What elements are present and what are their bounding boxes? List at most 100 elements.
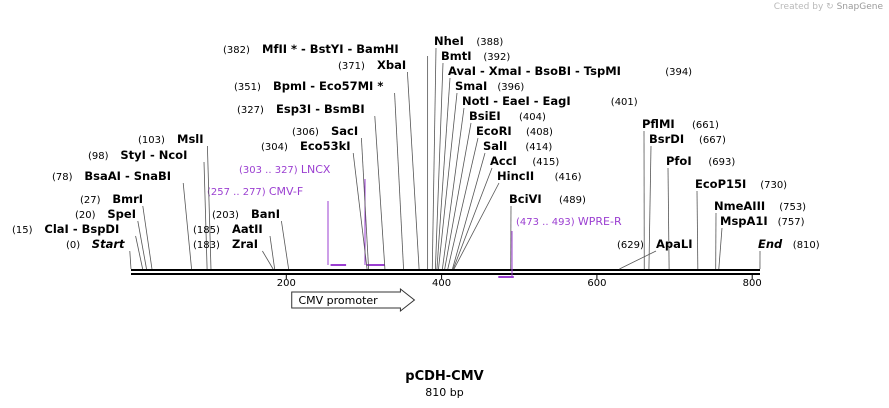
ruler-tick-label: 600 [587,278,606,289]
restriction-site: (98) StyI - NcoI [88,148,208,270]
site-position: (730) [760,180,787,191]
site-label: NmeAIII [714,199,765,213]
site-leader [434,62,444,270]
site-position: (27) [80,195,101,206]
site-position: (414) [525,142,552,153]
restriction-site: (730) EcoP15I [695,177,787,270]
site-leader [447,137,479,270]
site-label: End [758,237,783,251]
snapgene-credit: Created by ↻ SnapGene [774,2,883,12]
site-leader [452,152,486,270]
site-label: MslI [177,132,204,146]
site-leader [203,161,208,270]
restriction-site: (78) BsaAI - SnaBI [52,169,192,270]
site-label: BmtI [441,49,472,63]
plasmid-title: pCDH-CMV [405,369,484,384]
site-label: HincII [497,169,534,183]
restriction-site: (661) PflMI [642,117,719,270]
restriction-site: (103) MslI [138,132,212,270]
site-label: ApaLI [656,237,693,251]
site-label: SpeI [107,207,136,221]
site-position: (185) [193,225,220,236]
site-label: SalI [483,139,507,153]
site-label: AvaI - XmaI - BsoBI - TspMI [448,64,621,78]
primer-range: (303 .. 327) [239,165,301,176]
restriction-site: (0) Start [66,237,132,270]
restriction-site: (394) AvaI - XmaI - BsoBI - TspMI [436,64,692,270]
site-label: EcoRI [476,124,512,138]
site-position: (753) [779,202,806,213]
ruler-tick-label: 200 [277,278,296,289]
restriction-site: (351) BpmI - Eco57MI * [234,79,404,270]
site-leader [135,235,144,270]
site-label: MspA1I [720,214,768,228]
site-label: BanI [251,207,280,221]
restriction-site: (810) End [758,237,820,270]
site-position: (810) [793,240,820,251]
site-leader [452,167,493,270]
site-position: (388) [476,37,503,48]
site-position: (78) [52,172,73,183]
site-label: PfoI [666,154,692,168]
snapgene-logo-icon: ↻ [826,2,834,12]
site-leader [648,145,652,270]
primer-label: (257 .. 277) CMV-F [207,185,303,198]
restriction-site: (388) NheI [431,34,503,270]
restriction-site: (693) PfoI [666,154,735,270]
site-label: EcoP15I [695,177,746,191]
restriction-site: (667) BsrDI [648,132,726,270]
site-label: SacI [331,124,358,138]
restriction-site: (27) BmrI [80,192,153,270]
site-position: (20) [75,210,96,221]
site-position: (757) [778,217,805,228]
site-position: (693) [708,157,735,168]
site-label: AatII [232,222,263,236]
restriction-site: (489) BciVI [509,192,586,270]
site-label: MfII * - BstYI - BamHI [262,42,399,56]
site-position: (392) [483,52,510,63]
site-label: BsrDI [649,132,684,146]
restriction-site: (753) NmeAIII [714,199,806,270]
restriction-site: (404) BsiEI [444,109,546,270]
site-leader [262,250,274,270]
primer-range: (257 .. 277) [207,187,269,198]
primer-label: (303 .. 327) LNCX [239,163,331,176]
site-position: (351) [234,82,261,93]
restriction-site: (401) NotI - EaeI - EagI [441,94,638,270]
site-position: (396) [497,82,524,93]
site-position: (382) [223,45,250,56]
restriction-site: (415) AccI [452,154,559,270]
plasmid-length: 810 bp [425,386,464,399]
ruler-tick-label: 400 [432,278,451,289]
site-label: XbaI [377,58,406,72]
primer-range: (473 .. 493) [516,217,578,228]
site-position: (629) [617,240,644,251]
restriction-site: (392) BmtI [434,49,510,270]
site-position: (661) [692,120,719,131]
site-leader [436,77,451,270]
site-label: StyI - NcoI [120,148,187,162]
restriction-site: (414) SalI [452,139,552,270]
site-label: PflMI [642,117,675,131]
restriction-site: (396) SmaI [438,79,524,270]
site-position: (15) [12,225,33,236]
site-position: (183) [193,240,220,251]
site-leader [207,145,212,270]
site-leader [619,250,657,270]
site-position: (304) [261,142,288,153]
site-leader [438,92,458,270]
site-position: (416) [555,172,582,183]
site-position: (0) [66,240,80,251]
primer-label: (473 .. 493) WPRE-R [516,215,622,228]
site-label: Esp3I - BsmBI [276,102,365,116]
restriction-site: (629) ApaLI [617,237,693,270]
restriction-site: (183) ZraI [193,237,274,270]
site-position: (667) [699,135,726,146]
site-leader [407,71,420,270]
restriction-site: (20) SpeI [75,207,147,270]
credit-brand: SnapGene [836,2,883,12]
site-position: (306) [292,127,319,138]
site-leader [718,227,723,270]
site-position: (327) [237,105,264,116]
